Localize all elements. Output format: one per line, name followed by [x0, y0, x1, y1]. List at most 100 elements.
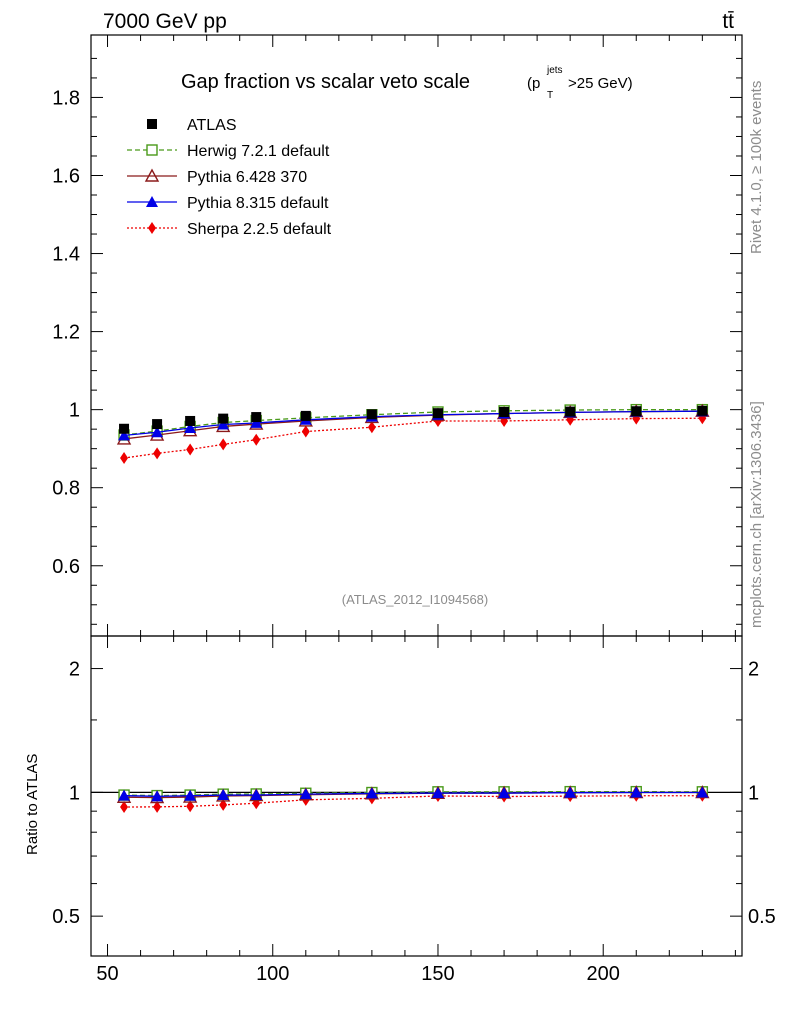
- legend-marker-sherpa: [148, 222, 156, 234]
- chart-title-p: (p: [527, 75, 540, 92]
- point-atlas: [432, 408, 443, 419]
- ratio-ylabel: Ratio to ATLAS: [24, 754, 41, 855]
- point-py8: [217, 418, 230, 430]
- line-py8: [123, 410, 703, 437]
- ratio-plot-frame: [90, 635, 743, 957]
- x-tick-label-150: 150: [421, 963, 454, 985]
- point-sherpa: [367, 421, 376, 434]
- point-atlas: [366, 409, 377, 420]
- ratio-point-py8: [431, 787, 444, 799]
- chart-title-sup: jets: [546, 65, 563, 76]
- ratio-point-py8: [630, 786, 643, 798]
- point-sherpa: [252, 433, 261, 446]
- point-atlas: [631, 406, 642, 417]
- main-y-tick-label: 1.8: [52, 87, 80, 109]
- legend-label-py8: Pythia 8.315 default: [187, 195, 329, 212]
- legend-label-herwig: Herwig 7.2.1 default: [187, 143, 330, 160]
- ratio-y-tick-label-right: 2: [748, 659, 759, 681]
- chart-title: Gap fraction vs scalar veto scale (p jet…: [181, 65, 633, 101]
- process-label: tt̄: [722, 10, 734, 33]
- series-herwig: [118, 403, 709, 441]
- point-py8: [151, 426, 164, 438]
- ratio-y-tick-label-right: 1: [748, 782, 759, 804]
- main-series-layer: [116, 403, 710, 465]
- point-atlas: [565, 406, 576, 417]
- point-atlas: [185, 415, 196, 426]
- point-atlas: [251, 412, 262, 423]
- point-py8: [184, 421, 197, 433]
- point-atlas: [697, 405, 708, 416]
- point-atlas: [499, 406, 510, 417]
- ratio-y-tick-label: 1: [69, 782, 80, 804]
- ratio-point-py8: [365, 787, 378, 799]
- legend-label-py6: Pythia 6.428 370: [187, 169, 307, 186]
- ratio-line-sherpa: [124, 795, 703, 808]
- line-sherpa: [123, 417, 703, 459]
- energy-label: 7000 GeV pp: [103, 10, 227, 33]
- point-py8: [118, 429, 131, 441]
- ratio-point-py8: [151, 790, 164, 802]
- ratio-point-py8: [118, 789, 131, 801]
- ratio-point-py8: [696, 786, 709, 798]
- legend-marker-atlas: [147, 119, 157, 129]
- series-atlas: [119, 405, 708, 434]
- series-py8: [118, 405, 709, 441]
- legend-marker-herwig: [146, 144, 158, 156]
- main-y-tick-label: 1.6: [52, 165, 80, 187]
- point-sherpa: [219, 438, 228, 451]
- ratio-series-py8: [118, 786, 709, 802]
- main-y-tick-label: 1.2: [52, 322, 80, 344]
- main-y-tick-label: 1: [69, 400, 80, 422]
- x-tick-label-200: 200: [587, 963, 620, 985]
- legend-entry-py8: Pythia 8.315 default: [127, 195, 329, 212]
- mcplots-reference-label: mcplots.cern.ch [arXiv:1306.3436]: [748, 401, 765, 628]
- legend-entry-py6: Pythia 6.428 370: [127, 168, 307, 186]
- ratio-point-py8: [498, 787, 511, 799]
- chart-title-main: Gap fraction vs scalar veto scale: [181, 71, 470, 93]
- point-atlas: [152, 419, 163, 430]
- ratio-point-py8: [184, 789, 197, 801]
- main-y-tick-label: 0.6: [52, 556, 80, 578]
- line-herwig: [123, 408, 703, 436]
- point-py8: [250, 416, 263, 428]
- ratio-series-layer: [91, 785, 742, 814]
- analysis-watermark: (ATLAS_2012_I1094568): [342, 592, 488, 607]
- legend-label-atlas: ATLAS: [187, 117, 237, 134]
- chart-title-rest: >25 GeV): [568, 75, 633, 92]
- legend-entry-atlas: ATLAS: [147, 117, 237, 134]
- point-atlas: [218, 413, 229, 424]
- series-sherpa: [120, 412, 707, 465]
- legend-entry-sherpa: Sherpa 2.2.5 default: [127, 221, 332, 238]
- point-sherpa: [153, 447, 162, 460]
- legend-entry-herwig: Herwig 7.2.1 default: [127, 143, 330, 160]
- main-y-tick-label: 0.8: [52, 478, 80, 500]
- point-sherpa: [186, 443, 195, 456]
- legend-label-sherpa: Sherpa 2.2.5 default: [187, 221, 332, 238]
- legend: ATLAS Herwig 7.2.1 default Pythia 6.428 37…: [127, 117, 332, 238]
- point-sherpa: [301, 425, 310, 438]
- ratio-point-sherpa: [219, 798, 228, 811]
- rivet-version-label: Rivet 4.1.0, ≥ 100k events: [748, 81, 765, 254]
- axis-ticks: 50 100 150 200 0.6 0.8 1 1.2 1.4 1.6 1.8 0.5 0.5 1 1 2 2: [52, 35, 776, 985]
- point-sherpa: [120, 452, 129, 465]
- x-tick-label-50: 50: [96, 963, 118, 985]
- ratio-line-py8: [124, 791, 703, 797]
- ratio-y-tick-label-right: 0.5: [748, 906, 776, 928]
- ratio-point-py8: [250, 789, 263, 801]
- legend-marker-py6: [144, 168, 160, 182]
- ratio-point-sherpa: [120, 801, 129, 814]
- ratio-y-tick-label: 0.5: [52, 906, 80, 928]
- x-tick-label-100: 100: [256, 963, 289, 985]
- ratio-point-sherpa: [186, 800, 195, 813]
- ratio-point-py8: [217, 789, 230, 801]
- ratio-point-sherpa: [153, 800, 162, 813]
- point-atlas: [119, 423, 130, 434]
- legend-marker-py8: [146, 196, 158, 207]
- ratio-point-py8: [299, 788, 312, 800]
- ratio-point-py8: [564, 786, 577, 798]
- chart-title-sub: T: [547, 90, 553, 101]
- main-y-tick-label: 1.4: [52, 244, 80, 266]
- point-atlas: [300, 410, 311, 421]
- ratio-y-tick-label: 2: [69, 659, 80, 681]
